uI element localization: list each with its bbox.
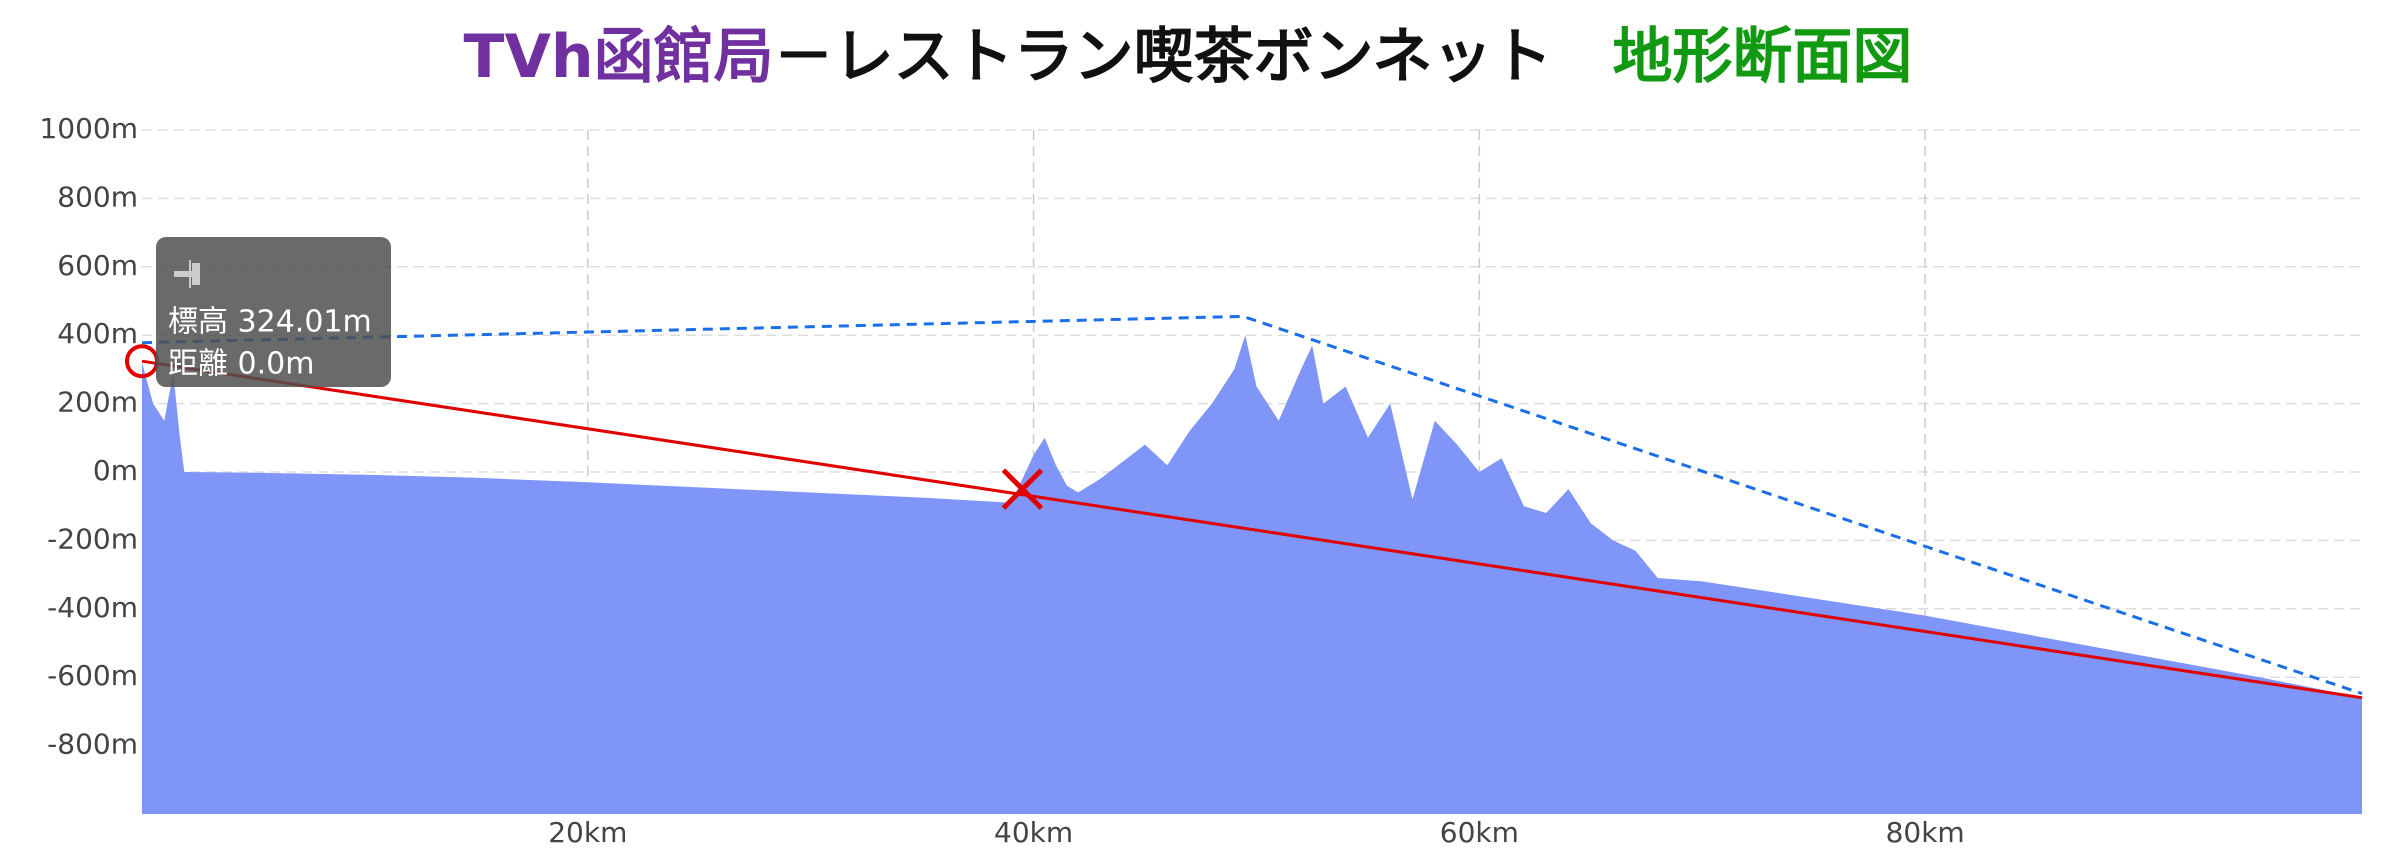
tooltip-text: 距離 0.0m: [168, 347, 314, 382]
title-part: －レストラン喫茶ボンネット: [774, 22, 1553, 92]
y-tick-label: 200m: [57, 386, 138, 419]
chart-title: TVh函館局－レストラン喫茶ボンネット 地形断面図: [464, 22, 1913, 92]
straight-line: [141, 359, 2363, 700]
tooltip-text: 標高 324.01m: [168, 305, 372, 340]
tooltip-box: [156, 237, 391, 387]
x-tick-label: 20km: [548, 816, 627, 849]
y-tick-label: -600m: [47, 659, 138, 692]
tooltip: 標高 324.01m 距離 0.0m: [156, 237, 391, 387]
y-tick-label: -800m: [47, 728, 138, 761]
y-tick-label: -200m: [47, 522, 138, 555]
cross-stroke: [1001, 468, 1044, 510]
x-tick-label: 40km: [994, 816, 1073, 849]
y-tick-label: 800m: [57, 180, 138, 213]
y-tick-label: 0m: [93, 454, 138, 487]
x-tick-label: 60km: [1440, 816, 1519, 849]
y-tick-label: 1000m: [39, 112, 138, 145]
sight-line: [141, 314, 2363, 696]
terrain-area: [142, 335, 2362, 814]
y-tick-label: -400m: [47, 591, 138, 624]
y-tick-label: 600m: [57, 249, 138, 282]
title-part: TVh函館局: [464, 22, 774, 92]
title-part: 地形断面図: [1612, 22, 1912, 92]
x-tick-label: 80km: [1886, 816, 1965, 849]
cross-marker: [1001, 468, 1044, 510]
y-tick-label: 400m: [57, 317, 138, 350]
pin-icon: [174, 260, 200, 288]
